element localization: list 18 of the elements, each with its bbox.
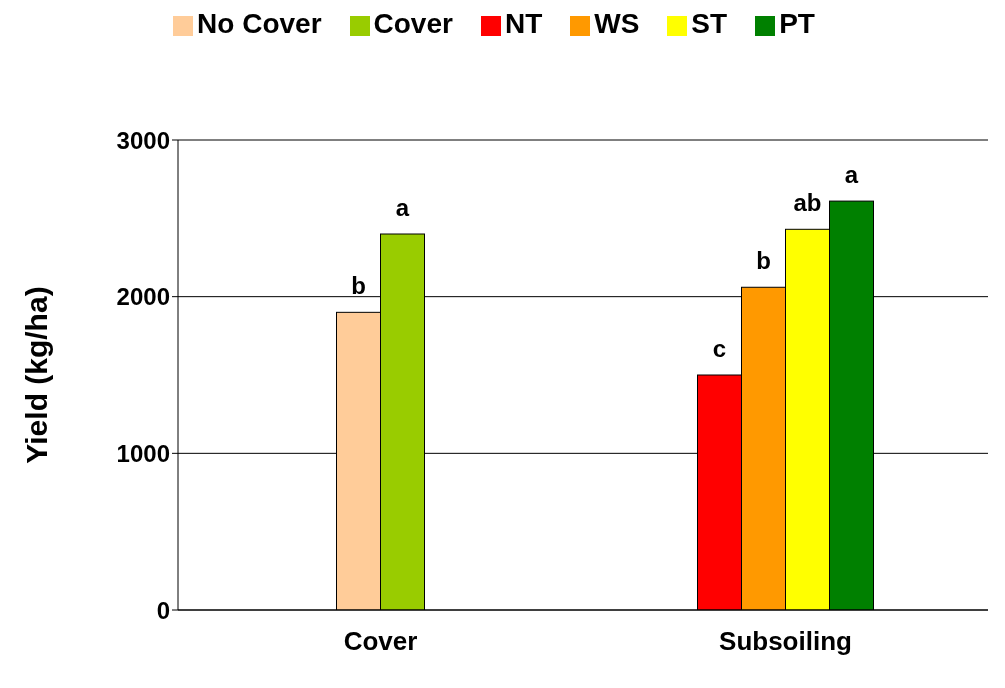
y-tick-label: 2000 — [116, 283, 170, 311]
legend-label: No Cover — [197, 8, 322, 39]
x-tick-label: Subsoiling — [719, 626, 852, 657]
data-label: a — [844, 161, 859, 189]
data-label: b — [351, 272, 366, 300]
legend-label: NT — [504, 8, 543, 39]
legend-label: PT — [779, 8, 815, 39]
y-tick-label: 3000 — [116, 126, 170, 154]
data-label: ab — [793, 189, 822, 217]
y-tick-label: 1000 — [116, 439, 170, 467]
legend-label: ST — [691, 8, 728, 39]
data-label: c — [712, 335, 727, 362]
y-axis-title: Yield (kg/ha) — [19, 286, 53, 464]
data-label: b — [756, 247, 771, 275]
y-tick-label: 0 — [156, 596, 170, 624]
legend-label: Cover — [373, 8, 453, 39]
data-label: a — [395, 194, 410, 221]
legend-label: WS — [594, 8, 640, 39]
